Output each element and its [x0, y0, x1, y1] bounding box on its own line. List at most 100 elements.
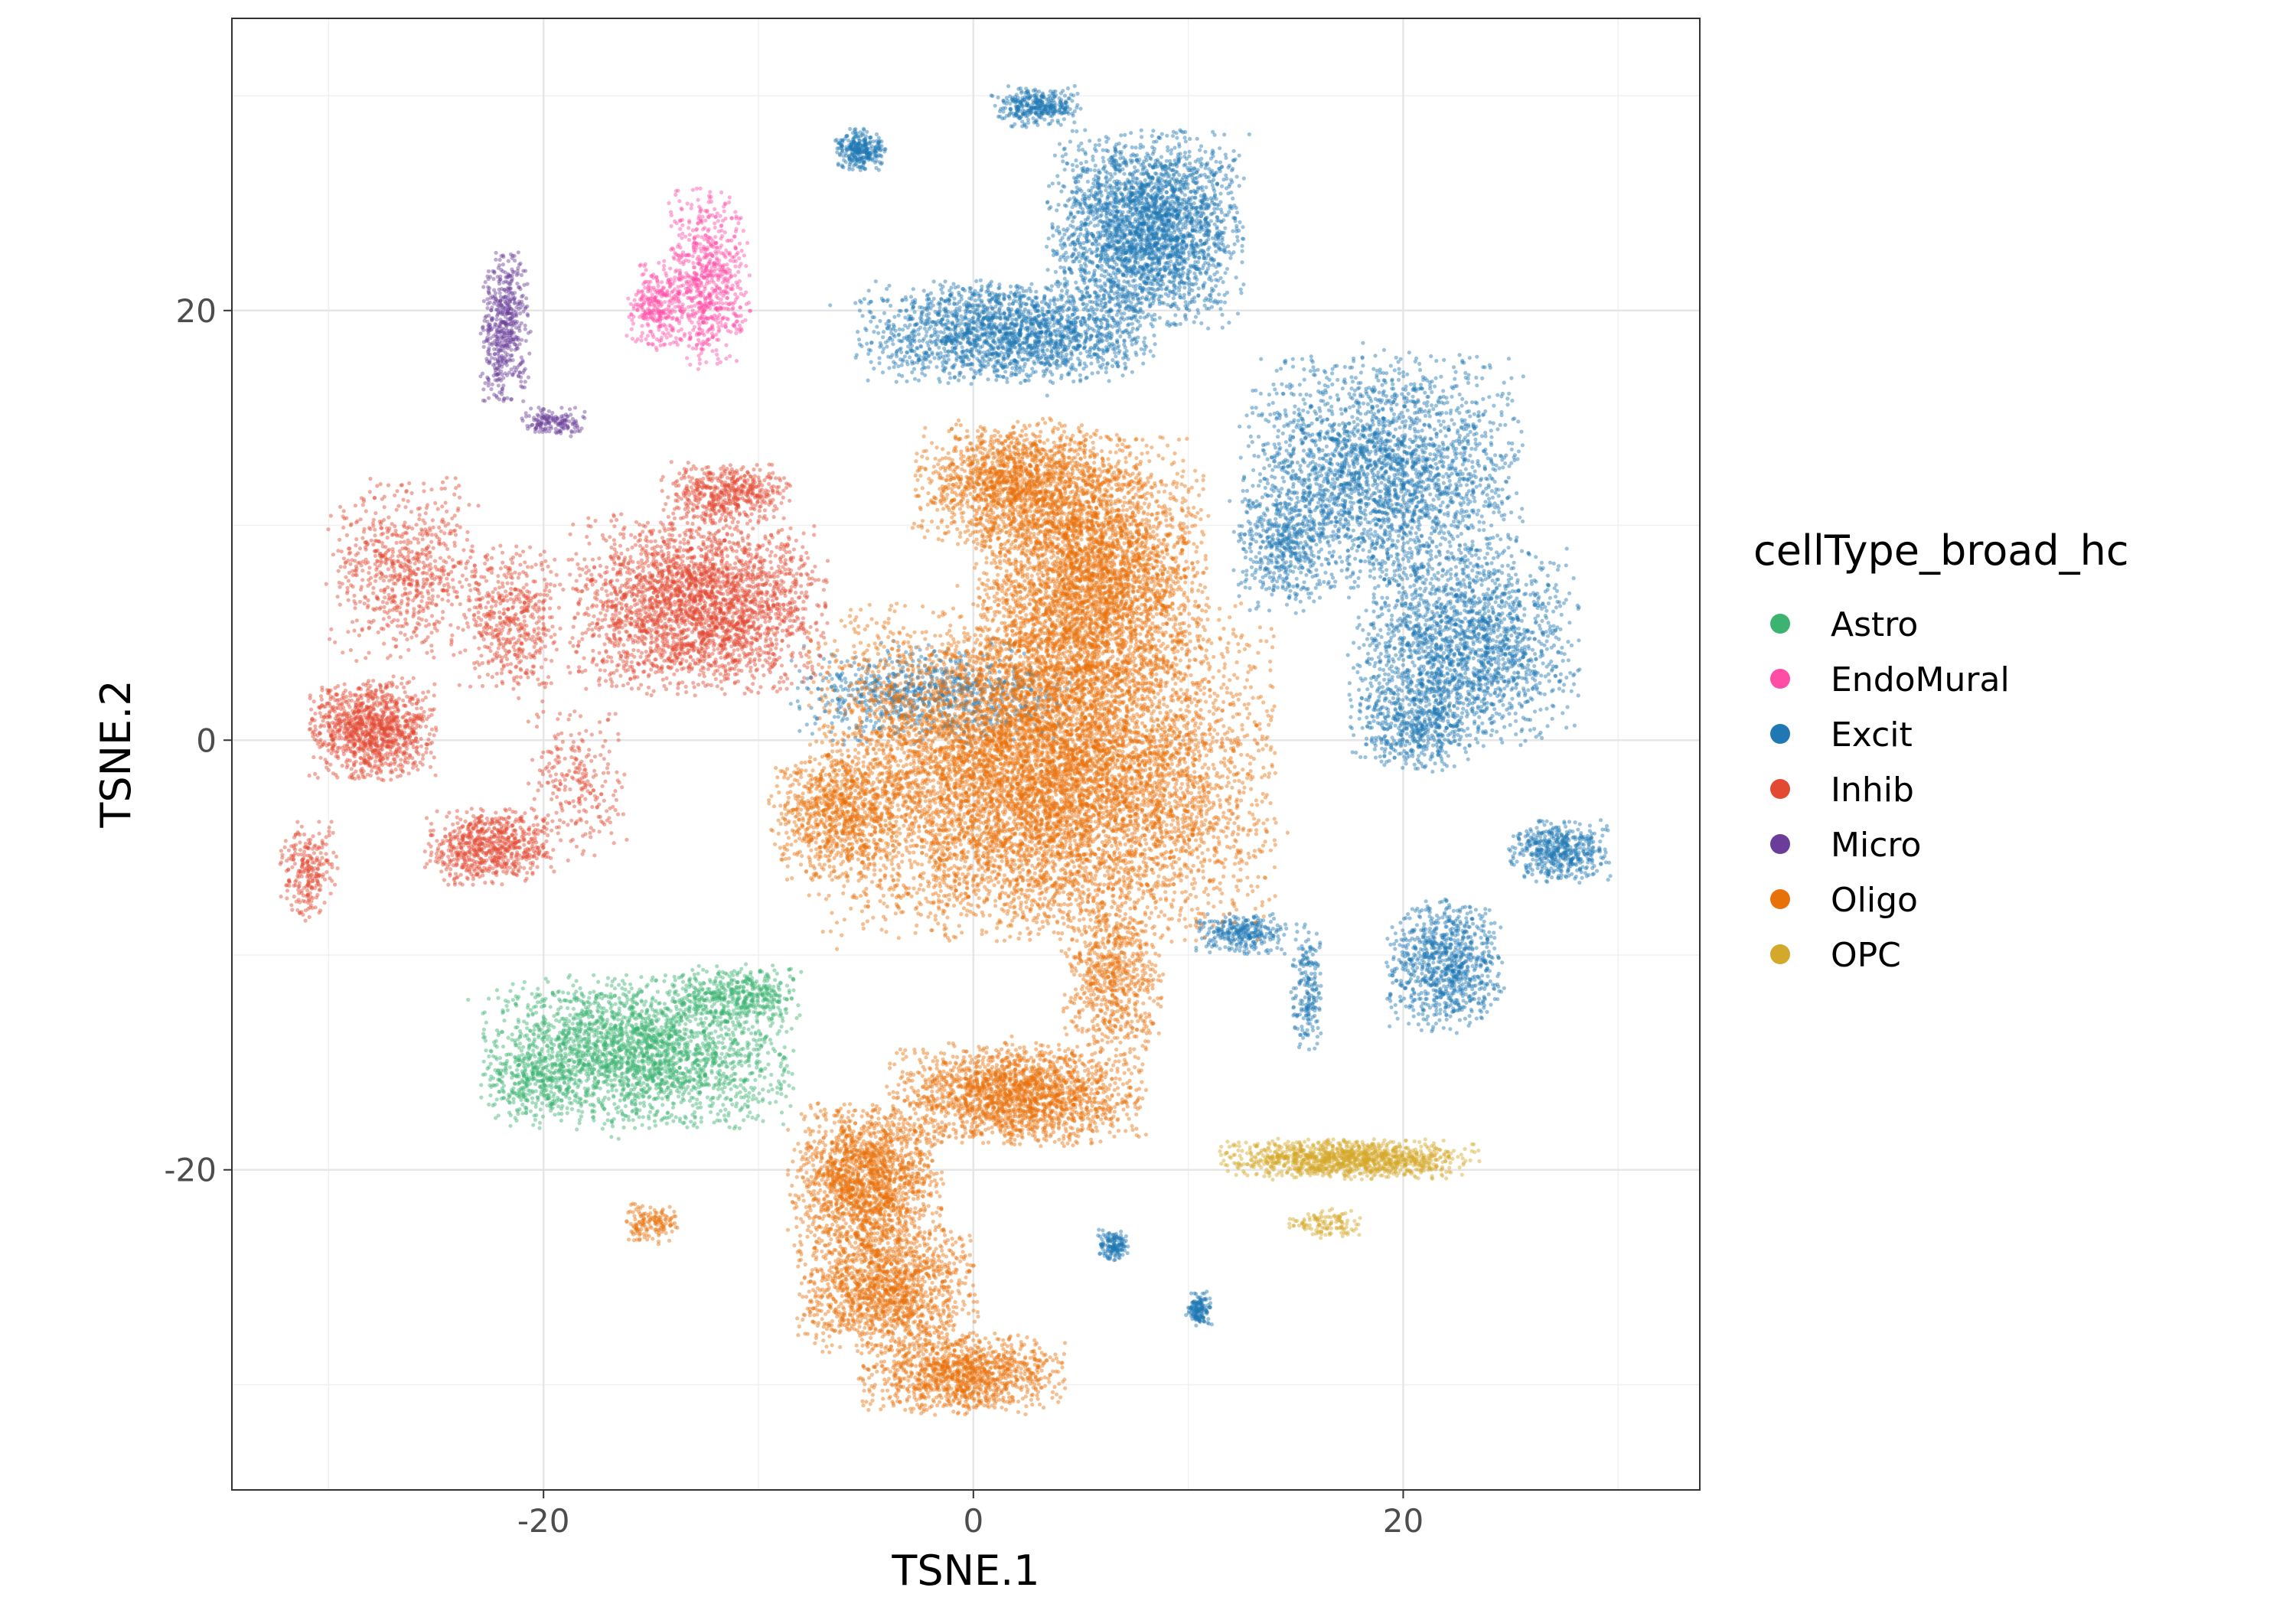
- data-point: [791, 978, 795, 982]
- data-point: [662, 1090, 666, 1094]
- data-point: [613, 1055, 617, 1059]
- data-point: [737, 993, 741, 997]
- data-point: [559, 1099, 563, 1103]
- data-point: [784, 1011, 788, 1015]
- data-point: [577, 1044, 581, 1048]
- data-point: [764, 974, 768, 978]
- data-point: [683, 1115, 687, 1119]
- data-point: [676, 1077, 680, 1081]
- data-point: [595, 1040, 598, 1044]
- data-point: [640, 1020, 644, 1024]
- data-point: [680, 1100, 683, 1104]
- data-point: [566, 976, 570, 980]
- data-point: [602, 1098, 605, 1102]
- data-point: [766, 1051, 770, 1054]
- data-point: [690, 1035, 694, 1038]
- data-point: [707, 1032, 711, 1035]
- data-point: [677, 1042, 681, 1046]
- data-point: [615, 1012, 618, 1016]
- data-point: [633, 1010, 637, 1014]
- data-point: [500, 1097, 504, 1100]
- data-point: [502, 1090, 506, 1094]
- data-point: [791, 1072, 794, 1076]
- data-point: [781, 1058, 784, 1061]
- data-point: [563, 1038, 566, 1042]
- data-point: [533, 1077, 536, 1081]
- data-point: [656, 989, 660, 993]
- data-point: [662, 980, 666, 983]
- data-point: [576, 1084, 580, 1087]
- data-point: [650, 1001, 654, 1005]
- data-point: [533, 1064, 537, 1068]
- data-point: [666, 1086, 670, 1090]
- data-point: [566, 1028, 570, 1032]
- data-point: [596, 980, 600, 984]
- data-point: [654, 1019, 658, 1022]
- data-point: [574, 1066, 578, 1070]
- data-point: [508, 1124, 512, 1128]
- data-point: [751, 1097, 755, 1101]
- data-point: [553, 1071, 556, 1075]
- data-point: [496, 1068, 500, 1072]
- data-point: [508, 989, 512, 993]
- data-point: [605, 1083, 609, 1087]
- data-point: [583, 1022, 587, 1026]
- data-point: [576, 1095, 579, 1099]
- data-point: [529, 1054, 533, 1058]
- data-point: [731, 1012, 735, 1016]
- data-point: [566, 1006, 569, 1010]
- data-point: [562, 1091, 566, 1095]
- data-point: [542, 1066, 546, 1070]
- data-point: [778, 1029, 781, 1033]
- data-point: [487, 1054, 491, 1058]
- data-point: [509, 1052, 513, 1056]
- data-point: [545, 1076, 549, 1080]
- data-point: [534, 1011, 538, 1015]
- data-point: [540, 1038, 544, 1041]
- data-point: [671, 1106, 675, 1110]
- data-point: [671, 996, 675, 1000]
- data-point: [527, 1038, 531, 1042]
- data-point: [673, 990, 677, 994]
- data-point: [501, 1030, 504, 1034]
- data-point: [683, 1046, 687, 1050]
- data-point: [644, 999, 647, 1003]
- data-point: [732, 1072, 736, 1076]
- data-point: [652, 1097, 656, 1101]
- data-point: [576, 1100, 579, 1104]
- data-point: [576, 996, 579, 1000]
- data-point: [572, 1044, 576, 1048]
- data-point: [796, 1003, 800, 1007]
- data-point: [627, 1118, 631, 1122]
- data-point: [717, 1072, 721, 1076]
- data-point: [720, 1041, 724, 1045]
- data-point: [641, 1115, 645, 1119]
- data-point: [552, 1025, 556, 1029]
- data-point: [751, 1116, 755, 1120]
- data-point: [719, 1028, 723, 1032]
- data-point: [688, 1007, 692, 1011]
- data-point: [489, 1062, 493, 1066]
- data-point: [640, 1059, 644, 1063]
- data-point: [522, 1064, 526, 1068]
- data-point: [568, 1013, 572, 1017]
- data-point: [580, 1110, 584, 1114]
- data-point: [533, 1113, 536, 1117]
- data-point: [729, 1079, 732, 1083]
- data-point: [521, 986, 525, 990]
- data-point: [521, 1045, 525, 1049]
- data-point: [526, 1003, 530, 1007]
- data-point: [630, 1110, 634, 1113]
- data-point: [510, 1038, 514, 1041]
- data-point: [553, 1113, 556, 1116]
- data-point: [729, 978, 733, 982]
- data-point: [624, 1026, 628, 1030]
- data-point: [669, 1028, 673, 1032]
- data-point: [780, 1110, 784, 1114]
- data-point: [763, 990, 767, 994]
- data-point: [628, 1051, 632, 1054]
- data-point: [742, 1118, 745, 1122]
- data-point: [487, 1103, 491, 1107]
- data-point: [488, 1084, 491, 1087]
- data-point: [534, 1105, 538, 1109]
